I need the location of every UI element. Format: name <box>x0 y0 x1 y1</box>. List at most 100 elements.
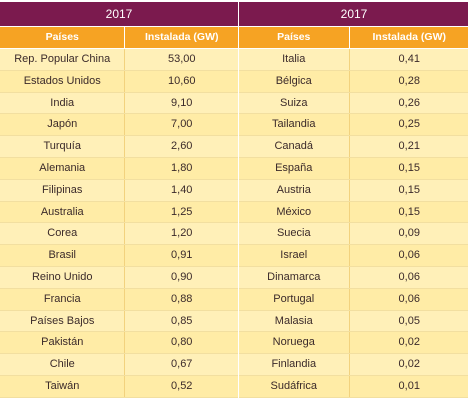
country-cell: Países Bajos <box>0 310 126 332</box>
country-cell: Estados Unidos <box>0 70 126 92</box>
table-row: Chile 0,67 <box>0 354 238 376</box>
country-cell: Canadá <box>239 136 350 157</box>
table-row: Reino Unido 0,90 <box>0 266 238 289</box>
country-cell: Brasil <box>0 245 126 266</box>
installed-capacity-cell: 53,00 <box>167 53 196 65</box>
installed-capacity-cell: 0,15 <box>398 161 420 174</box>
country-cell: Turquía <box>0 136 126 157</box>
table-row: Tailandia 0,25 <box>239 114 468 137</box>
country-cell: Pakistán <box>0 332 126 354</box>
installed-capacity-cell: 0,09 <box>398 227 420 240</box>
installed-capacity-cell: 0,06 <box>398 270 420 283</box>
table-row: Australia 1,25 <box>0 201 238 224</box>
installed-capacity-cell: 9,10 <box>171 96 193 109</box>
installed-capacity-cell: 0,15 <box>398 205 420 218</box>
country-cell: Noruega <box>239 332 350 354</box>
installed-capacity-cell: 0,21 <box>398 140 420 153</box>
installed-capacity-cell: 0,80 <box>171 336 193 349</box>
table-row: Brasil 0,91 <box>0 245 238 267</box>
country-cell: Bélgica <box>239 70 350 92</box>
country-cell: Rep. Popular China <box>0 49 126 70</box>
installed-capacity-cell: 2,60 <box>171 140 193 153</box>
table-row: Austria 0,15 <box>239 179 468 202</box>
country-cell: Israel <box>239 245 350 266</box>
table-body: Rep. Popular China 53,00 Estados Unidos 10,… <box>0 49 238 398</box>
right-panel: 2017 Países Instalada (GW) Italia 0,41 Bél… <box>238 2 468 398</box>
installed-capacity-cell: 0,91 <box>171 249 193 262</box>
installed-capacity-cell: 0,05 <box>398 314 420 327</box>
table-row: Sudáfrica 0,01 <box>239 375 468 398</box>
installed-capacity-cell: 0,85 <box>171 314 193 327</box>
installed-capacity-cell: 0,41 <box>398 53 420 65</box>
country-cell: Japón <box>0 114 126 136</box>
country-cell: Corea <box>0 223 126 245</box>
table-row: Portugal 0,06 <box>239 288 468 311</box>
country-cell: Alemania <box>0 157 126 179</box>
installed-capacity-table: 2017 Países Instalada (GW) Rep. Popular … <box>0 2 468 398</box>
table-row: Italia 0,41 <box>239 49 468 71</box>
column-header-installed: Instalada (GW) <box>372 31 447 43</box>
country-cell: India <box>0 92 126 114</box>
installed-capacity-cell: 7,00 <box>171 118 193 131</box>
country-cell: Austria <box>239 179 350 201</box>
country-cell: Finlandia <box>239 354 350 375</box>
table-row: Bélgica 0,28 <box>239 70 468 93</box>
table-row: Canadá 0,21 <box>239 136 468 158</box>
installed-capacity-cell: 1,25 <box>171 205 193 218</box>
column-header-countries: Países <box>239 27 350 48</box>
year-header: 2017 <box>0 2 238 27</box>
country-cell: México <box>239 201 350 223</box>
table-row: México 0,15 <box>239 201 468 224</box>
installed-capacity-cell: 0,67 <box>171 358 193 371</box>
country-cell: Australia <box>0 201 126 223</box>
year-header: 2017 <box>239 2 468 27</box>
installed-capacity-cell: 1,20 <box>171 227 193 240</box>
installed-capacity-cell: 0,15 <box>398 183 420 196</box>
installed-capacity-cell: 1,40 <box>171 183 193 196</box>
country-cell: Suecia <box>239 223 350 245</box>
table-row: Alemania 1,80 <box>0 157 238 180</box>
table-row: India 9,10 <box>0 92 238 115</box>
installed-capacity-cell: 0,02 <box>398 358 420 371</box>
installed-capacity-cell: 1,80 <box>171 161 193 174</box>
left-panel: 2017 Países Instalada (GW) Rep. Popular … <box>0 2 238 398</box>
country-cell: Francia <box>0 288 126 310</box>
table-row: Noruega 0,02 <box>239 332 468 355</box>
table-panels: 2017 Países Instalada (GW) Rep. Popular … <box>0 2 468 398</box>
table-row: Israel 0,06 <box>239 245 468 267</box>
table-row: España 0,15 <box>239 157 468 180</box>
installed-capacity-cell: 0,88 <box>171 292 193 305</box>
table-row: Francia 0,88 <box>0 288 238 311</box>
installed-capacity-cell: 0,06 <box>398 249 420 262</box>
column-header-installed: Instalada (GW) <box>144 31 219 43</box>
table-row: Estados Unidos 10,60 <box>0 70 238 93</box>
country-cell: Sudáfrica <box>239 375 350 397</box>
installed-capacity-cell: 0,01 <box>398 379 420 392</box>
table-row: Suiza 0,26 <box>239 92 468 115</box>
country-cell: España <box>239 157 350 179</box>
country-cell: Malasia <box>239 310 350 332</box>
table-row: Corea 1,20 <box>0 223 238 246</box>
column-header-row: Países Instalada (GW) <box>0 27 238 49</box>
installed-capacity-cell: 0,26 <box>398 96 420 109</box>
country-cell: Reino Unido <box>0 266 126 288</box>
country-cell: Dinamarca <box>239 266 350 288</box>
country-cell: Filipinas <box>0 179 126 201</box>
installed-capacity-cell: 0,90 <box>171 270 193 283</box>
country-cell: Suiza <box>239 92 350 114</box>
installed-capacity-cell: 0,25 <box>398 118 420 131</box>
installed-capacity-cell: 0,06 <box>398 292 420 305</box>
table-row: Finlandia 0,02 <box>239 354 468 376</box>
table-row: Filipinas 1,40 <box>0 179 238 202</box>
country-cell: Chile <box>0 354 126 375</box>
column-header-row: Países Instalada (GW) <box>239 27 468 49</box>
country-cell: Taiwán <box>0 375 126 397</box>
table-row: Dinamarca 0,06 <box>239 266 468 289</box>
table-row: Turquía 2,60 <box>0 136 238 158</box>
installed-capacity-cell: 10,60 <box>167 74 196 87</box>
table-row: Rep. Popular China 53,00 <box>0 49 238 71</box>
installed-capacity-cell: 0,28 <box>398 74 420 87</box>
country-cell: Tailandia <box>239 114 350 136</box>
table-row: Japón 7,00 <box>0 114 238 137</box>
table-row: Malasia 0,05 <box>239 310 468 333</box>
